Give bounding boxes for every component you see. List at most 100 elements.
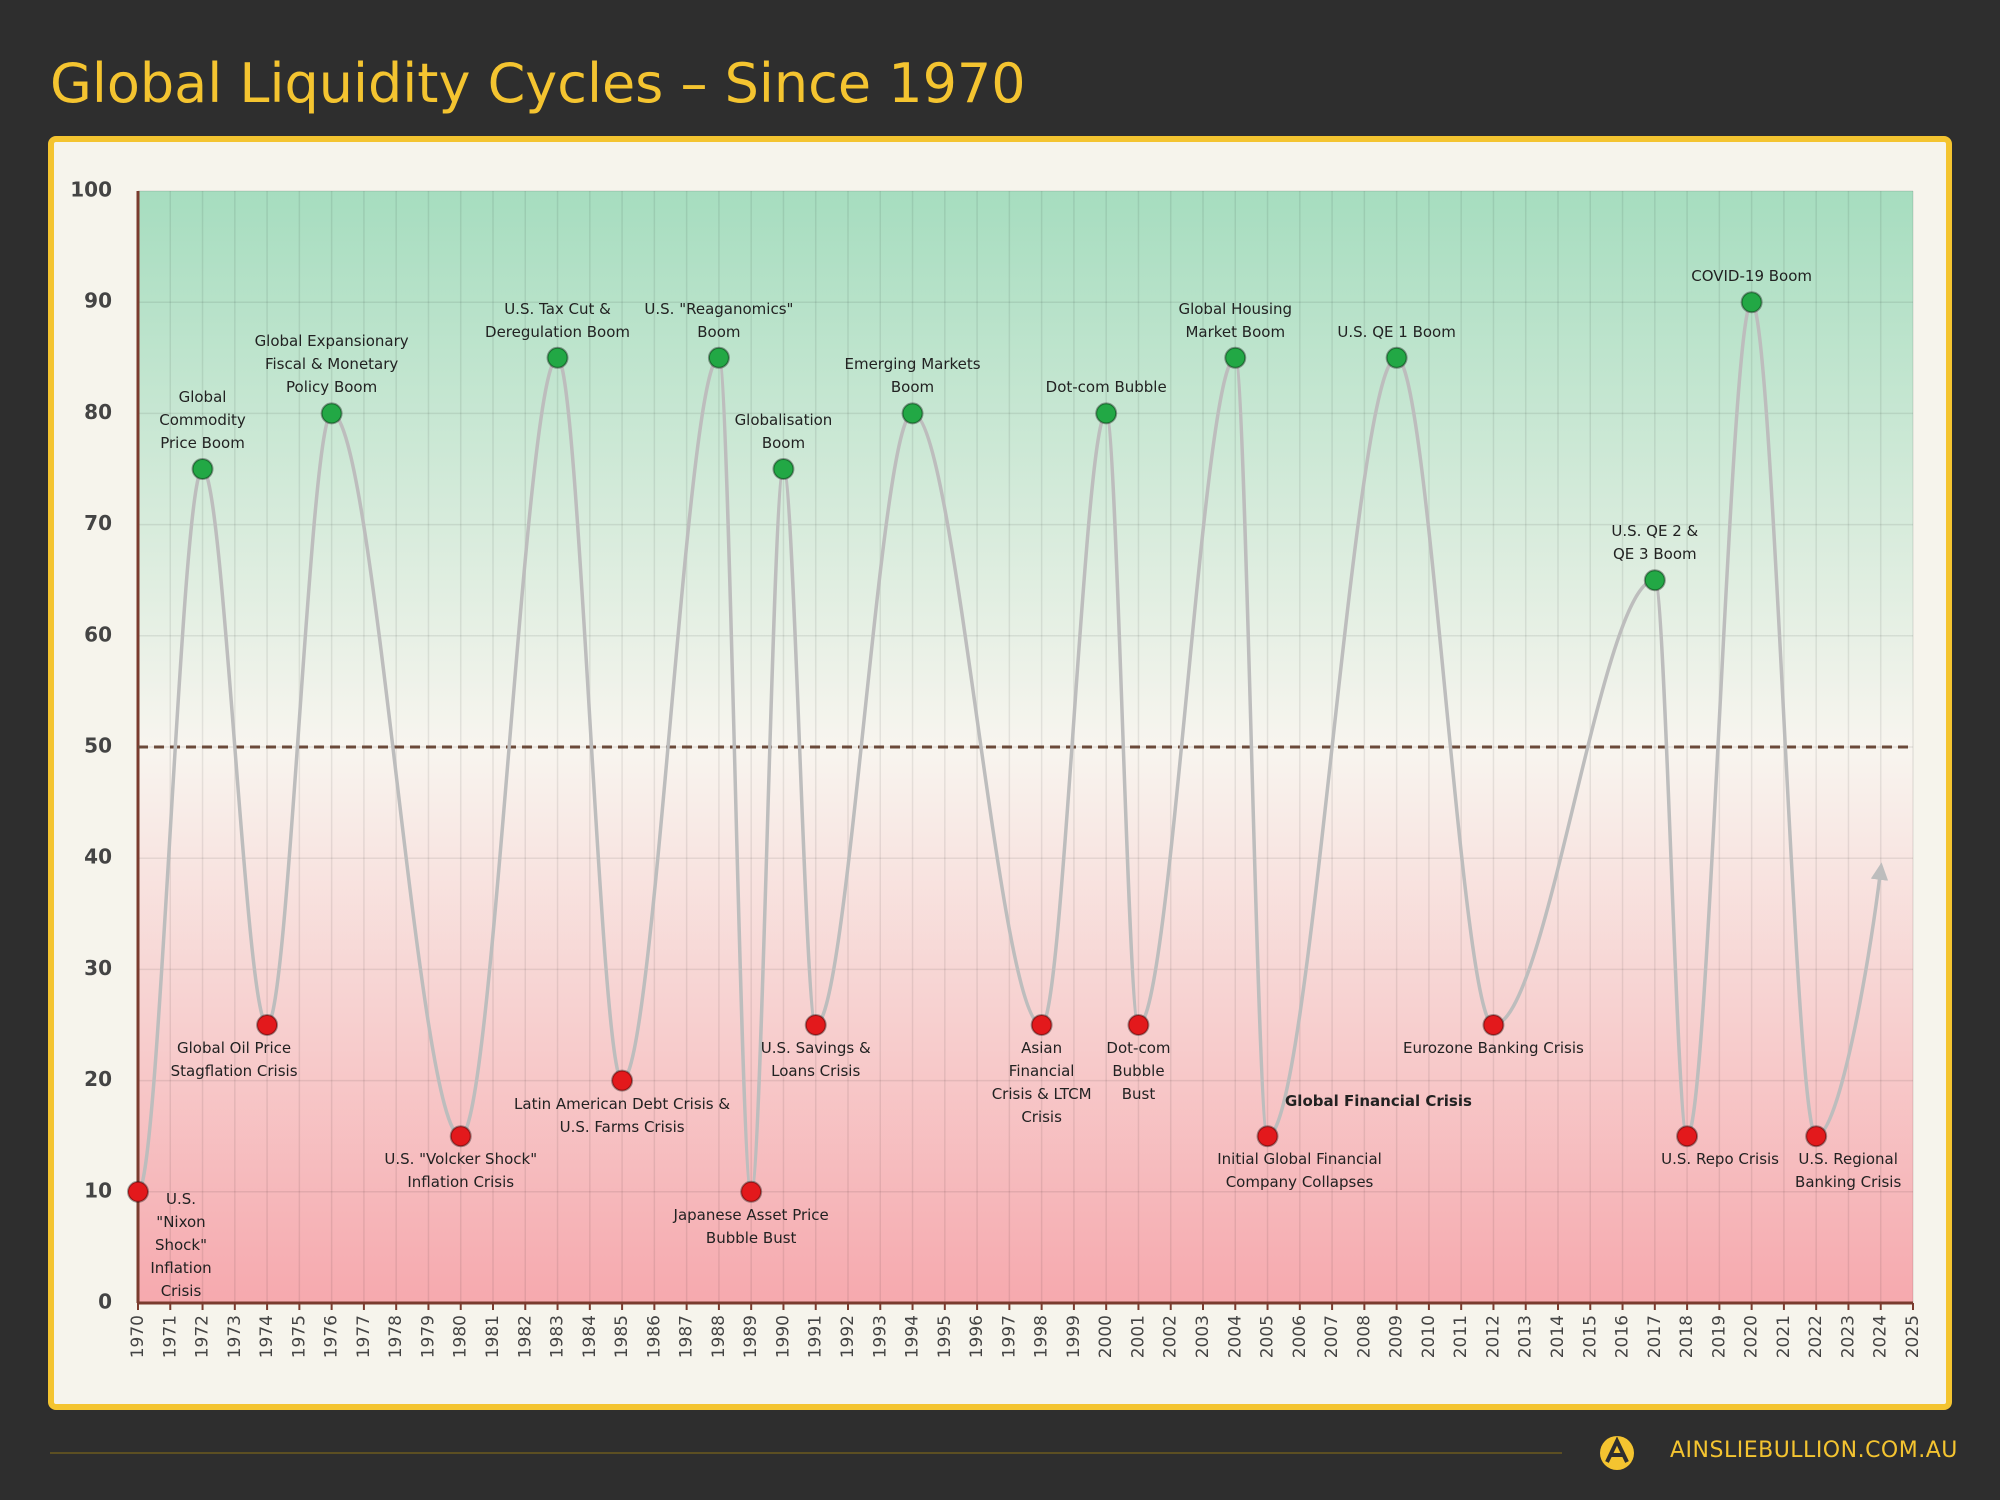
x-tick-label: 2022 [1806,1315,1826,1358]
y-tick-label: 50 [84,734,112,758]
annotation: Emerging Markets Boom [844,355,981,397]
y-tick-label: 100 [70,178,112,202]
trough-marker [256,1014,279,1036]
x-tick-label: 1991 [806,1315,826,1358]
x-tick-label: 2002 [1161,1315,1181,1358]
annotation: COVID-19 Boom [1691,267,1813,286]
y-tick-label: 80 [84,400,112,424]
x-tick-label: 2000 [1096,1315,1116,1358]
x-tick-label: 2008 [1354,1315,1374,1358]
x-tick-label: 1980 [451,1315,471,1358]
peak-marker [707,346,730,369]
y-tick-label: 90 [84,289,112,313]
peak-marker [1740,291,1763,314]
x-tick-label: 1982 [515,1315,535,1358]
trough-marker [1805,1125,1828,1148]
brand: AINSLIEBULLION.COM.AU [1670,1438,1958,1463]
x-tick-label: 1971 [160,1315,180,1358]
trough-marker [1256,1125,1279,1148]
peak-marker [772,458,795,480]
logo-mark [1605,1436,1629,1463]
y-tick-label: 20 [84,1067,112,1091]
x-tick-label: 2001 [1128,1315,1148,1358]
x-tick-label: 1992 [838,1315,858,1358]
peak-marker [546,346,569,369]
x-tick-label: 2016 [1613,1315,1633,1358]
annotation: U.S. "Reaganomics" Boom [644,299,794,341]
x-tick-label: 1987 [677,1315,697,1358]
x-tick-label: 1996 [967,1315,987,1358]
x-tick-label: 1999 [1064,1315,1084,1358]
x-tick-label: 1983 [548,1315,568,1358]
trough-marker [449,1125,472,1148]
peak-marker [1095,402,1118,425]
peak-marker [901,402,924,425]
x-tick-label: 1994 [903,1315,923,1358]
x-tick-label: 1989 [741,1315,761,1358]
x-tick-label: 1984 [580,1315,600,1358]
x-tick-label: 1993 [870,1315,890,1358]
x-tick-label: 2011 [1451,1315,1471,1358]
x-tick-label: 2020 [1742,1315,1762,1358]
x-tick-label: 2024 [1871,1315,1891,1358]
x-tick-label: 2009 [1387,1315,1407,1358]
x-tick-label: 1976 [322,1315,342,1358]
x-tick-label: 1988 [709,1315,729,1358]
x-tick-label: 1985 [612,1315,632,1358]
x-tick-label: 1990 [773,1315,793,1358]
x-tick-label: 1973 [225,1315,245,1358]
y-tick-label: 10 [84,1178,112,1202]
x-tick-label: 2025 [1903,1315,1923,1358]
x-tick-label: 1975 [289,1315,309,1358]
x-tick-label: 2015 [1580,1315,1600,1358]
x-tick-label: 2005 [1258,1315,1278,1358]
annotation: Globalisation Boom [734,411,833,452]
trough-marker [1482,1014,1505,1036]
peak-marker [1385,346,1408,369]
x-tick-label: 1981 [483,1315,503,1358]
x-tick-label: 2021 [1774,1315,1794,1358]
y-tick-label: 60 [84,622,112,646]
x-tick-label: 1979 [418,1315,438,1358]
peak-marker [1643,569,1666,592]
x-tick-label: 2019 [1709,1315,1729,1358]
annotation: U.S. "Volcker Shock" Inflation Crisis [384,1150,538,1192]
x-tick-label: 1970 [128,1315,148,1358]
annotation: Global Oil Price Stagflation Crisis [170,1039,298,1080]
trough-marker [1676,1125,1699,1148]
x-tick-label: 2007 [1322,1315,1342,1358]
x-tick-label: 2023 [1838,1315,1858,1358]
trough-marker [804,1014,827,1036]
y-tick-label: 70 [84,511,112,535]
annotation: U.S. Savings & Loans Crisis [760,1039,871,1080]
peak-marker [1224,346,1247,369]
annotation: U.S. QE 2 & QE 3 Boom [1611,522,1699,564]
annotation: Dot-com Bubble [1045,378,1167,397]
x-tick-label: 2012 [1483,1315,1503,1358]
y-tick-label: 0 [98,1290,112,1314]
x-tick-label: 2013 [1516,1315,1536,1358]
x-tick-label: 2014 [1548,1315,1568,1358]
annotation: Initial Global Financial Company Collaps… [1217,1150,1382,1192]
annotation: Asian Financial Crisis & LTCM Crisis [991,1039,1092,1126]
annotation: U.S. QE 1 Boom [1337,322,1456,341]
annotation: Global Expansionary Fiscal & Monetary Po… [254,332,409,397]
trough-marker [127,1180,149,1203]
x-tick-label: 2010 [1419,1315,1439,1358]
annotation: U.S. Repo Crisis [1661,1150,1779,1169]
annotation: Dot-com Bubble Bust [1106,1039,1171,1103]
annotation: Latin American Debt Crisis & U.S. Farms … [514,1094,731,1136]
chart-title: Global Liquidity Cycles – Since 1970 [50,52,1026,115]
trough-marker [1127,1014,1150,1036]
note: Global Financial Crisis [1285,1092,1472,1110]
annotation: Global Commodity Price Boom [159,388,246,452]
x-tick-label: 1977 [354,1315,374,1358]
peak-marker [320,402,343,425]
x-tick-label: 2004 [1225,1315,1245,1358]
x-tick-label: 1986 [644,1315,664,1358]
x-tick-label: 2018 [1677,1315,1697,1358]
x-tick-label: 2017 [1645,1315,1665,1358]
x-tick-label: 1998 [1032,1315,1052,1358]
